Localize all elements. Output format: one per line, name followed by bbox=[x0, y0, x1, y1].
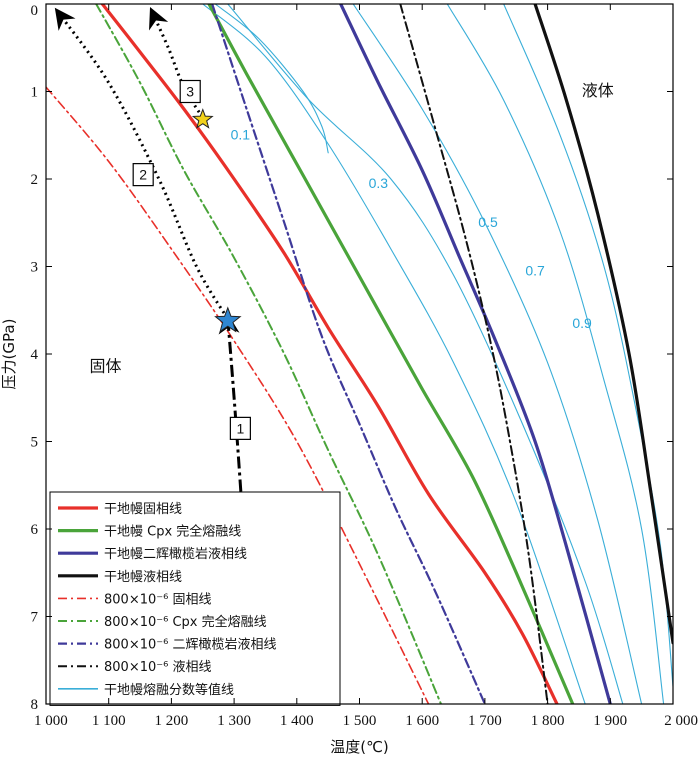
legend-box bbox=[49, 491, 341, 706]
series-line-4 bbox=[46, 86, 430, 704]
series-line-6 bbox=[211, 4, 486, 704]
y-axis-title: 压力(GPa) bbox=[0, 319, 18, 390]
series-line-1 bbox=[207, 4, 575, 704]
path-label-box-3 bbox=[179, 79, 201, 104]
curves-layer bbox=[46, 4, 673, 704]
path-label-3: 3 bbox=[186, 84, 194, 100]
y-tick-label: 7 bbox=[31, 610, 39, 626]
path-label-1: 1 bbox=[236, 420, 244, 436]
legend-label: 干地幔熔融分数等值线 bbox=[104, 682, 234, 698]
legend-label: 干地幔二辉橄榄岩液相线 bbox=[104, 546, 247, 562]
series-line-10 bbox=[352, 4, 643, 704]
x-axis-title: 温度(℃) bbox=[330, 738, 389, 756]
legend-label: 干地幔固相线 bbox=[104, 502, 182, 517]
x-tick-label: 1 700 bbox=[468, 713, 502, 729]
y-axis-ticks: 0 1 2 3 4 5 6 7 8 bbox=[31, 3, 673, 713]
x-tick-label: 1 900 bbox=[593, 713, 627, 729]
y-tick-label: 0 bbox=[31, 3, 39, 19]
series-line-2 bbox=[339, 4, 612, 704]
star-marker-0 bbox=[214, 306, 242, 333]
x-tick-label: 1 800 bbox=[531, 713, 565, 729]
legend-label: 800×10⁻⁶ 固相线 bbox=[104, 592, 211, 607]
legend-label: 干地幔 Cpx 完全熔融线 bbox=[104, 524, 241, 540]
series-line-11 bbox=[446, 4, 665, 704]
x-tick-label: 1 000 bbox=[34, 713, 68, 729]
y-tick-label: 1 bbox=[31, 85, 39, 101]
y-tick-label: 5 bbox=[31, 435, 39, 451]
series-line-13 bbox=[214, 4, 329, 154]
contour-label: 0.7 bbox=[525, 262, 545, 278]
x-tick-label: 1 300 bbox=[217, 713, 251, 729]
contour-label: 0.3 bbox=[369, 175, 389, 191]
path-label-box-1 bbox=[229, 416, 251, 440]
legend-label: 干地幔液相线 bbox=[104, 570, 182, 585]
series-line-5 bbox=[95, 4, 442, 704]
series-line-7 bbox=[399, 4, 549, 704]
x-tick-label: 2 000 bbox=[664, 713, 698, 729]
region-label: 固体 bbox=[90, 357, 122, 376]
region-labels-layer: 固体 液体 bbox=[90, 81, 614, 376]
legend-label: 800×10⁻⁶ 二辉橄榄岩液相线 bbox=[104, 637, 276, 653]
series-line-3 bbox=[533, 4, 673, 645]
y-tick-label: 6 bbox=[31, 522, 39, 538]
path-label-2: 2 bbox=[139, 167, 147, 183]
x-tick-label: 1 600 bbox=[405, 713, 439, 729]
y-tick-label: 2 bbox=[31, 172, 39, 188]
contour-label: 0.9 bbox=[572, 315, 592, 331]
x-tick-label: 1 500 bbox=[343, 713, 377, 729]
markers-layer bbox=[191, 108, 242, 333]
x-axis-ticks: 1 000 1 100 1 200 1 300 1 400 1 500 1 600 1 700… bbox=[34, 4, 698, 729]
y-tick-label: 3 bbox=[31, 260, 39, 276]
star-marker-1 bbox=[191, 108, 214, 129]
series-line-0 bbox=[100, 4, 559, 704]
decompression-path-2 bbox=[54, 7, 230, 320]
legend-label: 800×10⁻⁶ 液相线 bbox=[104, 660, 211, 675]
region-label: 液体 bbox=[582, 81, 614, 100]
x-tick-label: 1 200 bbox=[155, 713, 189, 729]
contour-labels-layer: 0.1 0.3 0.5 0.7 0.9 bbox=[231, 127, 592, 331]
x-tick-label: 1 400 bbox=[280, 713, 314, 729]
legend-label: 800×10⁻⁶ Cpx 完全熔融线 bbox=[104, 614, 267, 630]
series-line-12 bbox=[503, 4, 673, 688]
y-tick-label: 8 bbox=[31, 697, 39, 713]
contour-label: 0.1 bbox=[231, 127, 251, 143]
contour-label: 0.5 bbox=[478, 214, 498, 230]
y-tick-label: 4 bbox=[31, 347, 39, 363]
path-label-box-2 bbox=[132, 163, 154, 187]
x-tick-label: 1 100 bbox=[92, 713, 126, 729]
